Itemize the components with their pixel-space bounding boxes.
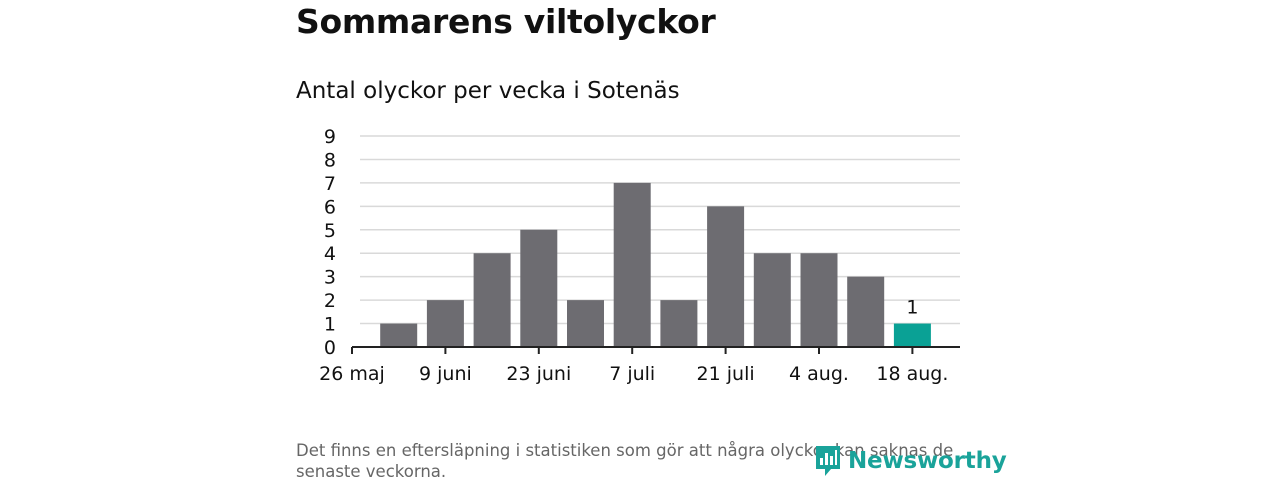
x-tick-label: 23 juni: [506, 363, 571, 385]
y-tick-label: 7: [324, 173, 336, 195]
bar: [660, 300, 698, 347]
y-tick-label: 0: [324, 337, 336, 359]
x-tick-label: 4 aug.: [789, 363, 849, 385]
y-tick-label: 8: [324, 149, 336, 171]
y-tick-label: 1: [324, 314, 336, 336]
y-tick-label: 6: [324, 196, 336, 218]
y-tick-label: 4: [324, 243, 336, 265]
brand-logo: Newsworthy: [814, 444, 1007, 478]
bar: [473, 253, 511, 347]
x-tick-label: 9 juni: [419, 363, 472, 385]
x-tick-label: 26 maj: [319, 363, 385, 385]
bar: [893, 323, 931, 347]
bar: [753, 253, 791, 347]
brand-name: Newsworthy: [848, 448, 1007, 474]
x-tick-label: 7 juli: [609, 363, 655, 385]
bar: [426, 300, 464, 347]
bar: [380, 323, 418, 347]
y-tick-label: 3: [324, 267, 336, 289]
bar: [707, 206, 745, 347]
bar: [847, 276, 885, 347]
y-tick-label: 2: [324, 290, 336, 312]
bar: [800, 253, 838, 347]
data-label: 1: [906, 297, 918, 319]
chart-title: Sommarens viltolyckor: [296, 2, 716, 41]
y-tick-label: 5: [324, 220, 336, 242]
bar: [613, 182, 651, 347]
x-tick-label: 18 aug.: [876, 363, 948, 385]
footnote: Det finns en eftersläpning i statistiken…: [296, 441, 954, 481]
x-tick-label: 21 juli: [697, 363, 755, 385]
newsworthy-logo-icon: [816, 446, 840, 476]
y-tick-label: 9: [324, 126, 336, 148]
chart-subtitle: Antal olyckor per vecka i Sotenäs: [296, 78, 680, 104]
bar: [567, 300, 604, 347]
bar: [520, 229, 558, 347]
